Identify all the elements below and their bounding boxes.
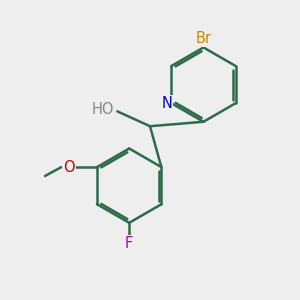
Text: Br: Br bbox=[196, 31, 211, 46]
Text: N: N bbox=[161, 96, 172, 111]
Text: O: O bbox=[63, 160, 75, 175]
Text: F: F bbox=[125, 236, 133, 251]
Text: HO: HO bbox=[92, 102, 114, 117]
